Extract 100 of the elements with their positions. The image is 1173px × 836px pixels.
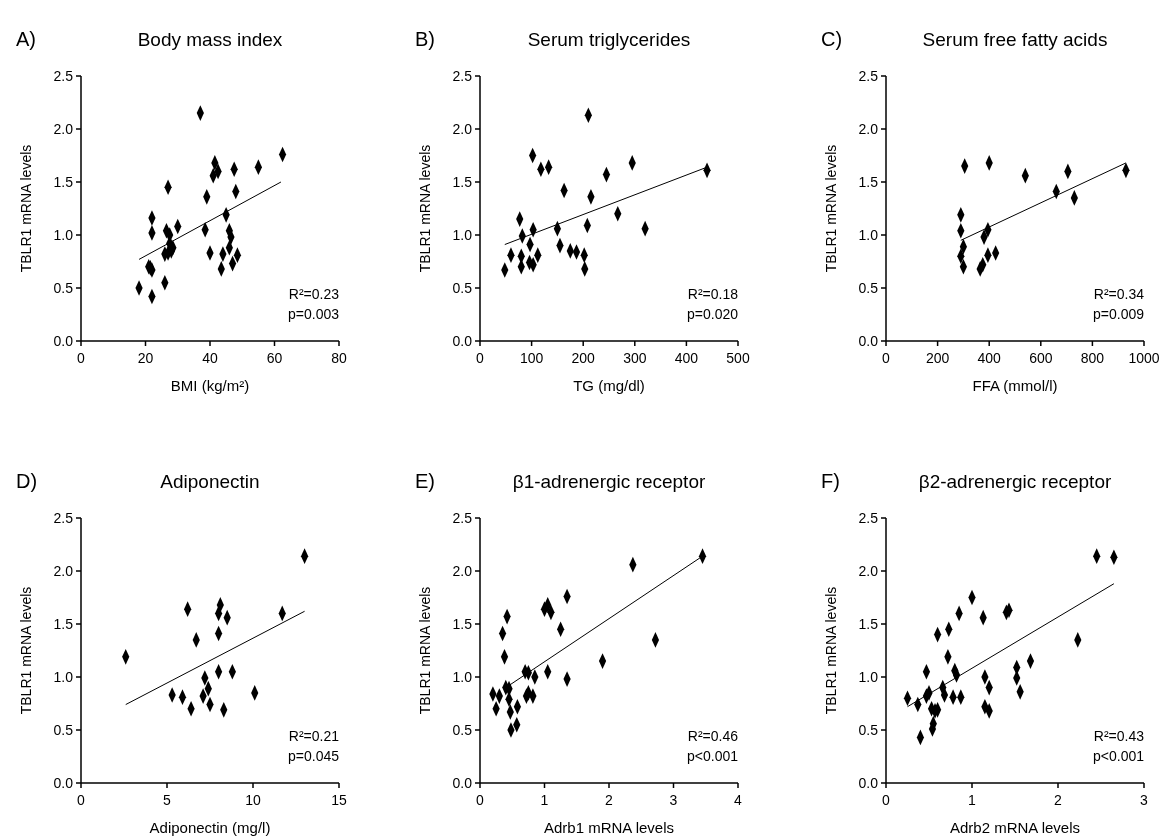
y-axis-title: TBLR1 mRNA levels xyxy=(18,144,34,273)
annotation: p<0.001 xyxy=(687,748,739,764)
x-tick-label: 1 xyxy=(968,792,977,808)
x-tick-label: 20 xyxy=(137,350,154,366)
x-axis-title: FFA (mmol/l) xyxy=(972,377,1058,394)
y-tick-label: 0.0 xyxy=(858,774,879,791)
chart-title: Serum triglycerides xyxy=(527,29,691,50)
text: C) xyxy=(821,28,843,50)
x-axis-title: Adrb1 mRNA levels xyxy=(543,819,675,836)
text: A) xyxy=(16,28,36,50)
annotation: p=0.045 xyxy=(288,748,340,764)
x-tick-label: 80 xyxy=(331,350,347,366)
annotation: R²=0.23 xyxy=(288,286,340,302)
x-tick-label: 15 xyxy=(331,792,347,808)
annotation: p=0.003 xyxy=(288,306,340,322)
y-axis-title: TBLR1 mRNA levels xyxy=(823,586,839,715)
y-tick-label: 1.5 xyxy=(858,173,879,190)
x-tick-label: 500 xyxy=(726,350,750,366)
y-tick-label: 0.5 xyxy=(53,721,74,738)
x-axis-title: BMI (kg/m²) xyxy=(170,377,250,394)
y-tick-label: 1.5 xyxy=(858,615,879,632)
x-tick-label: 400 xyxy=(977,350,1002,366)
y-tick-label: 2.0 xyxy=(53,120,74,137)
chart-title: β2-adrenergic receptor xyxy=(918,471,1112,492)
y-tick-label: 2.5 xyxy=(452,67,473,84)
annotation: R²=0.46 xyxy=(687,728,739,744)
y-tick-label: 2.5 xyxy=(858,67,879,84)
y-tick-label: 1.5 xyxy=(452,173,473,190)
y-tick-label: 1.0 xyxy=(858,226,879,243)
x-tick-label: 0 xyxy=(476,350,485,366)
y-tick-label: 1.5 xyxy=(53,173,74,190)
x-axis-title: TG (mg/dl) xyxy=(573,377,645,394)
y-tick-label: 0.0 xyxy=(53,332,74,349)
y-tick-label: 0.0 xyxy=(53,774,74,791)
y-tick-label: 0.5 xyxy=(53,279,74,296)
chart-title: Serum free fatty acids xyxy=(922,29,1108,50)
x-tick-label: 60 xyxy=(266,350,283,366)
x-tick-label: 200 xyxy=(925,350,950,366)
text: B) xyxy=(415,28,435,50)
x-tick-label: 10 xyxy=(245,792,261,808)
x-tick-label: 100 xyxy=(519,350,544,366)
x-tick-label: 4 xyxy=(734,792,743,808)
annotation: R²=0.21 xyxy=(288,728,340,744)
x-tick-label: 2 xyxy=(605,792,614,808)
x-tick-label: 400 xyxy=(674,350,699,366)
x-tick-label: 5 xyxy=(163,792,172,808)
y-tick-label: 0.5 xyxy=(452,721,473,738)
y-tick-label: 2.5 xyxy=(53,67,74,84)
text: F) xyxy=(821,470,840,492)
x-tick-label: 1 xyxy=(540,792,549,808)
y-tick-label: 2.0 xyxy=(452,562,473,579)
chart-title: β1-adrenergic receptor xyxy=(512,471,706,492)
y-tick-label: 0.0 xyxy=(452,332,473,349)
x-tick-label: 3 xyxy=(669,792,678,808)
y-tick-label: 0.5 xyxy=(858,721,879,738)
y-tick-label: 1.0 xyxy=(53,226,74,243)
chart-title: Adiponectin xyxy=(160,471,260,492)
y-tick-label: 2.0 xyxy=(53,562,74,579)
x-axis-title: Adiponectin (mg/l) xyxy=(149,819,271,836)
y-tick-label: 1.0 xyxy=(452,226,473,243)
y-tick-label: 0.0 xyxy=(858,332,879,349)
x-tick-label: 3 xyxy=(1140,792,1149,808)
y-tick-label: 0.0 xyxy=(452,774,473,791)
chart-title: Body mass index xyxy=(137,29,283,50)
y-tick-label: 2.0 xyxy=(452,120,473,137)
x-tick-label: 0 xyxy=(476,792,485,808)
y-tick-label: 0.5 xyxy=(452,279,473,296)
y-tick-label: 1.5 xyxy=(452,615,473,632)
x-axis-title: Adrb2 mRNA levels xyxy=(949,819,1081,836)
x-tick-label: 0 xyxy=(882,792,891,808)
y-tick-label: 2.5 xyxy=(858,509,879,526)
y-tick-label: 1.0 xyxy=(53,668,74,685)
y-tick-label: 0.5 xyxy=(858,279,879,296)
y-tick-label: 1.0 xyxy=(452,668,473,685)
text: D) xyxy=(16,470,38,492)
y-axis-title: TBLR1 mRNA levels xyxy=(417,586,433,715)
y-tick-label: 1.5 xyxy=(53,615,74,632)
y-tick-label: 2.5 xyxy=(53,509,74,526)
x-tick-label: 0 xyxy=(77,792,86,808)
x-tick-label: 200 xyxy=(571,350,596,366)
x-tick-label: 300 xyxy=(623,350,647,366)
x-tick-label: 600 xyxy=(1029,350,1053,366)
x-tick-label: 2 xyxy=(1054,792,1063,808)
y-axis-title: TBLR1 mRNA levels xyxy=(417,144,433,273)
text: E) xyxy=(415,470,435,492)
annotation: p=0.020 xyxy=(687,306,739,322)
y-tick-label: 2.0 xyxy=(858,562,879,579)
annotation: R²=0.34 xyxy=(1093,286,1145,302)
annotation: R²=0.43 xyxy=(1093,728,1145,744)
x-tick-label: 1000 xyxy=(1128,350,1160,366)
y-tick-label: 2.0 xyxy=(858,120,879,137)
y-axis-title: TBLR1 mRNA levels xyxy=(823,144,839,273)
y-axis-title: TBLR1 mRNA levels xyxy=(18,586,34,715)
x-tick-label: 800 xyxy=(1080,350,1105,366)
y-tick-label: 1.0 xyxy=(858,668,879,685)
x-tick-label: 0 xyxy=(882,350,891,366)
annotation: p=0.009 xyxy=(1093,306,1145,322)
annotation: R²=0.18 xyxy=(687,286,739,302)
annotation: p<0.001 xyxy=(1093,748,1145,764)
y-tick-label: 2.5 xyxy=(452,509,473,526)
